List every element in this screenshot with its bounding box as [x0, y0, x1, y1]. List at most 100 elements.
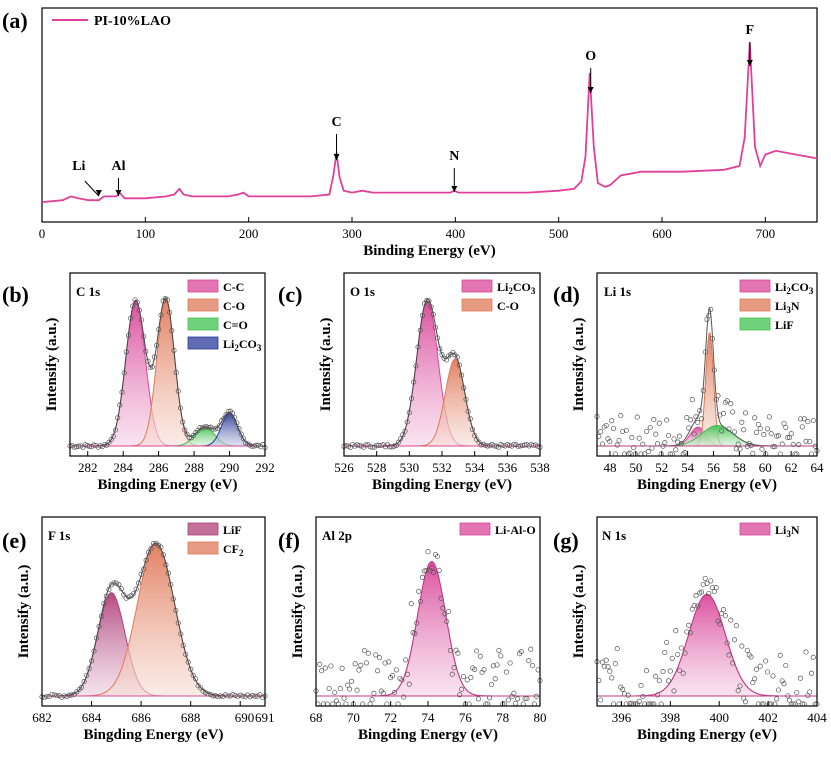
data-point: [513, 700, 519, 706]
annotation-arrowhead: [451, 186, 458, 192]
data-point: [518, 649, 524, 655]
data-point: [764, 669, 771, 675]
data-point: [496, 647, 502, 653]
legend-label: C-C: [223, 280, 244, 294]
data-point: [664, 417, 670, 423]
annotation-arrowhead: [333, 154, 340, 160]
data-point: [720, 411, 727, 417]
data-point: [461, 385, 467, 391]
data-point: [217, 693, 223, 699]
data-point: [726, 652, 732, 658]
x-axis-label: Binding Energy (eV): [363, 243, 496, 259]
data-point: [717, 621, 723, 627]
data-point: [393, 667, 399, 673]
peak-annotation: Li: [72, 159, 85, 174]
x-tick-label: 534: [465, 460, 485, 475]
survey-line: [41, 42, 818, 203]
x-tick-label: 76: [459, 710, 473, 725]
data-point: [636, 698, 642, 704]
data-point: [183, 651, 189, 657]
x-tick-label: 58: [733, 460, 746, 475]
x-tick-label: 200: [239, 226, 259, 241]
data-point: [656, 420, 662, 426]
data-point: [419, 313, 425, 319]
data-point: [413, 363, 419, 369]
data-point: [742, 699, 749, 705]
data-point: [467, 416, 473, 422]
data-point: [643, 428, 650, 434]
data-point: [175, 388, 181, 394]
panel-title: F 1s: [48, 528, 70, 543]
data-point: [84, 672, 90, 679]
data-point: [660, 669, 666, 675]
x-tick-label: 691: [255, 710, 275, 725]
data-point: [182, 427, 188, 433]
data-point: [459, 686, 465, 692]
data-point: [163, 562, 169, 568]
data-point: [485, 443, 491, 449]
data-point: [426, 298, 432, 304]
data-point: [455, 650, 461, 656]
x-tick-label: 52: [655, 460, 668, 475]
data-point: [614, 646, 620, 652]
data-point: [247, 694, 253, 700]
data-point: [369, 444, 375, 451]
data-point: [673, 628, 679, 634]
legend-label: Li3N: [775, 523, 800, 539]
data-point: [796, 442, 802, 448]
data-point: [443, 357, 449, 363]
data-point: [86, 666, 92, 672]
data-point: [44, 693, 50, 700]
data-point: [698, 589, 705, 595]
data-point: [607, 438, 613, 445]
data-point: [417, 599, 424, 605]
data-point: [143, 348, 149, 354]
data-point: [235, 693, 241, 700]
data-point: [801, 416, 807, 422]
data-point: [726, 426, 732, 432]
data-point: [490, 663, 496, 669]
x-tick-label: 402: [758, 710, 778, 725]
legend-label: PI-10%LAO: [94, 14, 171, 29]
annotation-arrowhead: [587, 87, 594, 93]
data-point: [785, 693, 791, 699]
data-point: [138, 571, 144, 577]
data-point: [803, 649, 809, 655]
legend-swatch: [187, 522, 219, 536]
data-point: [599, 441, 606, 447]
x-tick-label: 500: [549, 226, 569, 241]
data-point: [623, 427, 629, 434]
x-tick-label: 398: [661, 710, 681, 725]
data-point: [733, 446, 739, 452]
y-axis-label: Intensify (a.u.): [318, 318, 334, 412]
data-point: [56, 693, 62, 699]
data-point: [89, 658, 95, 664]
data-point: [123, 349, 129, 355]
data-point: [702, 349, 708, 355]
data-point: [682, 650, 688, 656]
data-point: [528, 646, 534, 652]
data-point: [678, 441, 684, 447]
y-axis-label: Intensify (a.u.): [44, 318, 60, 412]
data-point: [526, 658, 532, 664]
data-point: [706, 590, 712, 597]
x-tick-label: 292: [255, 460, 275, 475]
data-point: [752, 415, 758, 421]
data-point: [645, 449, 651, 455]
x-tick-label: 100: [136, 226, 156, 241]
x-axis-label: Bingding Energy (eV): [83, 727, 223, 743]
x-tick-label: 536: [498, 460, 518, 475]
x-tick-label: 686: [131, 710, 151, 725]
x-tick-label: 282: [78, 460, 98, 475]
data-point: [781, 681, 787, 687]
data-point: [118, 586, 124, 592]
data-point: [713, 585, 719, 591]
annotation-arrow: [84, 180, 100, 197]
data-point: [498, 653, 504, 659]
data-point: [454, 354, 460, 360]
data-point: [783, 662, 789, 669]
data-point: [215, 694, 221, 700]
data-point: [757, 426, 763, 432]
legend-label: Li-Al-O: [495, 523, 536, 537]
data-point: [799, 424, 805, 430]
